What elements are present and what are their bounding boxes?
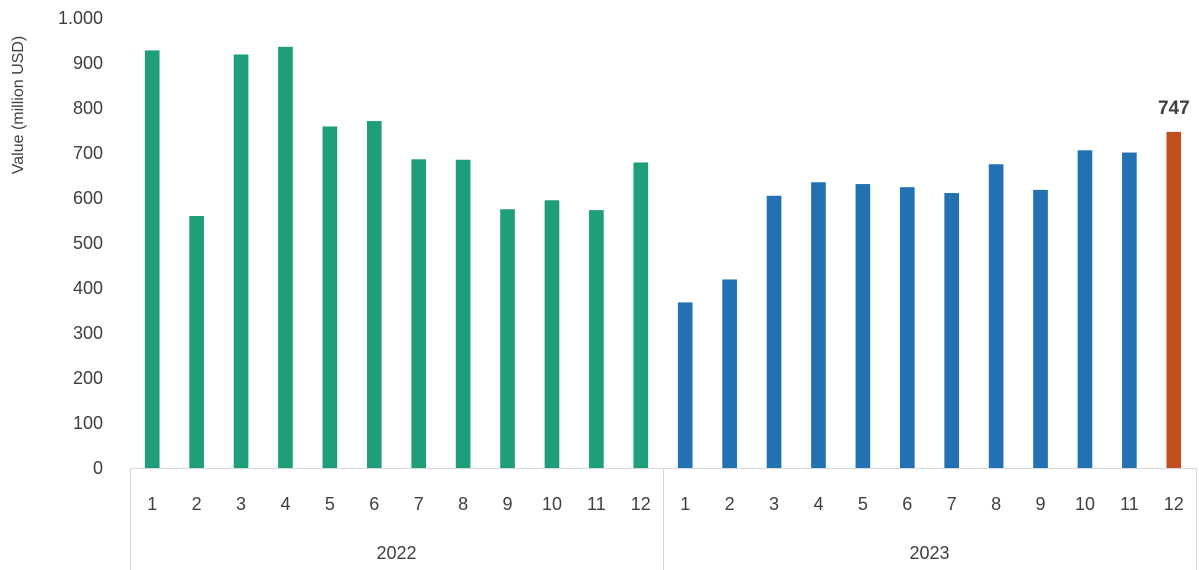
bar-2023-6: [899, 187, 915, 468]
y-tick-label: 700: [73, 143, 103, 163]
y-tick-label: 500: [73, 233, 103, 253]
y-tick-label: 0: [93, 458, 103, 478]
y-axis-title: Value (million USD): [10, 36, 27, 174]
x-tick-label: 10: [542, 494, 562, 514]
x-axis-group-labels: 2022 2023: [376, 543, 949, 563]
data-label: 747: [1158, 98, 1190, 119]
bar-2023-2: [722, 279, 737, 468]
bar-2022-10: [544, 200, 560, 468]
bar-2023-7: [944, 193, 960, 469]
x-tick-label: 10: [1075, 494, 1095, 514]
x-tick-label: 7: [414, 494, 424, 514]
bar-2022-11: [589, 210, 604, 468]
bar-2023-9: [1033, 189, 1048, 468]
bar-2022-12: [633, 162, 649, 468]
y-tick-label: 300: [73, 323, 103, 343]
x-tick-label: 2: [192, 494, 202, 514]
x-tick-label: 9: [503, 494, 513, 514]
x-tick-label: 2: [725, 494, 735, 514]
y-tick-label: 400: [73, 278, 103, 298]
bar-2022-3: [233, 54, 249, 468]
bar-2023-10: [1077, 150, 1093, 469]
highlighted-bar: [1166, 131, 1182, 468]
y-tick-label: 600: [73, 188, 103, 208]
x-tick-label: 12: [631, 494, 651, 514]
y-axis-tick-labels: 0 100 200 300 400 500 600 700 800 900 1.000: [58, 8, 103, 478]
x-tick-label: 1: [680, 494, 690, 514]
category-axis: [130, 468, 1197, 570]
y-tick-label: 800: [73, 98, 103, 118]
x-tick-label: 7: [947, 494, 957, 514]
x-tick-label: 8: [458, 494, 468, 514]
group-label-2023: 2023: [909, 543, 949, 563]
bar-2023-8: [988, 164, 1004, 468]
x-tick-label: 9: [1036, 494, 1046, 514]
y-tick-label: 200: [73, 368, 103, 388]
y-tick-label: 1.000: [58, 8, 103, 28]
x-tick-label: 1: [147, 494, 157, 514]
bar-2023-4: [811, 182, 826, 468]
bar-2022-8: [455, 159, 471, 468]
x-tick-label: 5: [858, 494, 868, 514]
x-tick-label: 12: [1164, 494, 1184, 514]
y-tick-label: 900: [73, 53, 103, 73]
x-tick-label: 4: [813, 494, 823, 514]
bars: [144, 46, 1182, 469]
bar-2023-11: [1122, 152, 1137, 469]
x-tick-label: 5: [325, 494, 335, 514]
x-axis-tick-labels: 1 2 3 4 5 6 7 8 9 10 11 12 1 2 3 4 5 6 7 8 9 10 11 12: [147, 494, 1184, 514]
x-tick-label: 6: [369, 494, 379, 514]
x-tick-label: 8: [991, 494, 1001, 514]
bar-2022-1: [144, 50, 160, 469]
x-tick-label: 3: [236, 494, 246, 514]
bar-2022-5: [322, 126, 338, 468]
bar-2023-1: [677, 302, 693, 468]
bar-2022-9: [500, 209, 515, 468]
x-tick-label: 3: [769, 494, 779, 514]
bar-2022-6: [366, 121, 382, 469]
bar-2023-3: [766, 195, 782, 468]
group-label-2022: 2022: [376, 543, 416, 563]
bar-2022-7: [411, 159, 427, 469]
bar-2023-5: [855, 184, 871, 469]
y-tick-label: 100: [73, 413, 103, 433]
data-labels: 747: [1158, 98, 1190, 119]
x-tick-label: 11: [587, 494, 606, 514]
x-tick-label: 11: [1120, 494, 1139, 514]
x-tick-label: 4: [280, 494, 290, 514]
x-tick-label: 6: [902, 494, 912, 514]
bar-2022-2: [189, 216, 204, 468]
bar-2022-4: [278, 46, 293, 469]
